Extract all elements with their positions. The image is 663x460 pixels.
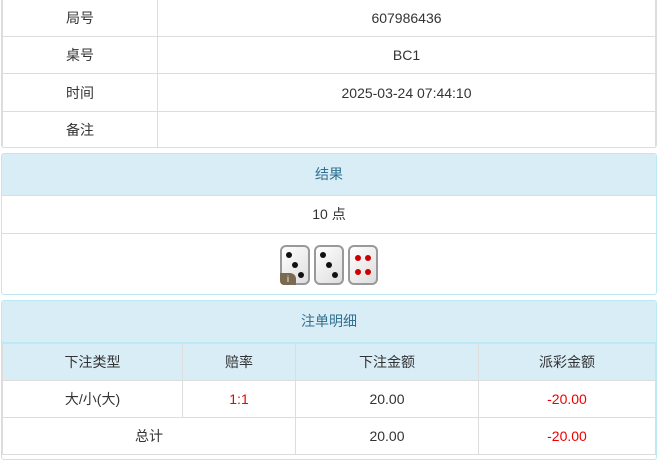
payout: -20.00 <box>478 380 656 418</box>
die-4 <box>348 245 378 285</box>
die-3 <box>314 245 344 285</box>
header-bet-type: 下注类型 <box>2 343 183 381</box>
die-3: i <box>280 245 310 285</box>
round-info-panel: 局号 607986436 桌号 BC1 时间 2025-03-24 07:44:10 … <box>1 0 657 148</box>
value-round-no: 607986436 <box>157 0 656 37</box>
table-row: 桌号 BC1 <box>2 36 656 74</box>
value-table-no: BC1 <box>157 36 656 74</box>
header-odds: 赔率 <box>182 343 296 381</box>
dice-row: i <box>2 234 656 294</box>
result-panel: 结果 10 点 i <box>1 153 657 295</box>
table-row: 备注 <box>2 111 656 147</box>
total-amount: 20.00 <box>295 417 479 455</box>
bet-amount: 20.00 <box>295 380 479 418</box>
table-row: 时间 2025-03-24 07:44:10 <box>2 73 656 112</box>
value-time: 2025-03-24 07:44:10 <box>157 73 656 112</box>
label-round-no: 局号 <box>2 0 158 37</box>
label-time: 时间 <box>2 73 158 112</box>
bet-table: 下注类型 赔率 下注金额 派彩金额 大/小(大) 1:1 20.00 -20.0… <box>2 343 656 455</box>
total-label: 总计 <box>2 417 296 455</box>
label-table-no: 桌号 <box>2 36 158 74</box>
table-header: 下注类型 赔率 下注金额 派彩金额 <box>2 343 656 381</box>
bet-detail-panel: 注单明细 下注类型 赔率 下注金额 派彩金额 大/小(大) 1:1 20.00 … <box>1 300 657 460</box>
table-row: 局号 607986436 <box>2 0 656 37</box>
odds: 1:1 <box>182 380 296 418</box>
table-row: 大/小(大) 1:1 20.00 -20.00 <box>2 380 656 418</box>
header-bet-amount: 下注金额 <box>295 343 479 381</box>
bet-type: 大/小(大) <box>2 380 183 418</box>
total-payout: -20.00 <box>478 417 656 455</box>
round-info-table: 局号 607986436 桌号 BC1 时间 2025-03-24 07:44:10 … <box>2 0 656 147</box>
value-remark <box>157 111 656 147</box>
total-row: 总计 20.00 -20.00 <box>2 417 656 455</box>
info-icon[interactable]: i <box>280 273 296 285</box>
result-title: 结果 <box>2 154 656 196</box>
label-remark: 备注 <box>2 111 158 147</box>
result-points: 10 点 <box>2 196 656 234</box>
header-payout: 派彩金额 <box>478 343 656 381</box>
bet-detail-title: 注单明细 <box>2 301 656 343</box>
